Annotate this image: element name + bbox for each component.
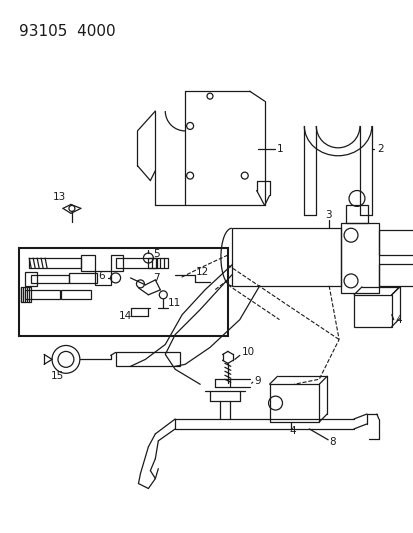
- Text: 14: 14: [118, 311, 131, 321]
- Text: 15: 15: [51, 372, 64, 381]
- Bar: [378, 230, 413, 255]
- Text: 93105  4000: 93105 4000: [19, 23, 116, 38]
- Text: 4: 4: [289, 426, 295, 436]
- Text: 4: 4: [395, 314, 401, 325]
- Bar: [25, 290, 60, 299]
- Bar: [110, 255, 122, 271]
- Text: 5: 5: [153, 249, 159, 259]
- Text: 1: 1: [276, 144, 282, 154]
- Bar: [115, 352, 180, 366]
- Text: 10: 10: [241, 348, 254, 358]
- Bar: [269, 384, 318, 422]
- Text: 11: 11: [168, 298, 181, 308]
- Bar: [29, 258, 81, 268]
- Bar: [21, 287, 31, 302]
- Bar: [69, 273, 97, 283]
- Bar: [61, 290, 90, 299]
- Text: 9: 9: [254, 376, 261, 386]
- Text: 13: 13: [53, 192, 66, 203]
- Bar: [115, 258, 157, 268]
- Bar: [25, 272, 37, 286]
- Text: 7: 7: [153, 273, 159, 283]
- Text: 3: 3: [325, 211, 331, 220]
- Text: 2: 2: [376, 144, 382, 154]
- Text: 12: 12: [196, 267, 209, 277]
- Bar: [231, 228, 340, 286]
- Bar: [81, 255, 95, 271]
- Bar: [95, 271, 110, 285]
- Bar: [19, 248, 227, 336]
- Bar: [345, 205, 367, 223]
- Bar: [378, 264, 413, 286]
- Bar: [31, 275, 69, 283]
- Text: 8: 8: [328, 437, 335, 447]
- Bar: [340, 223, 378, 293]
- Bar: [353, 295, 391, 327]
- Text: 6: 6: [98, 271, 104, 281]
- Bar: [148, 258, 168, 268]
